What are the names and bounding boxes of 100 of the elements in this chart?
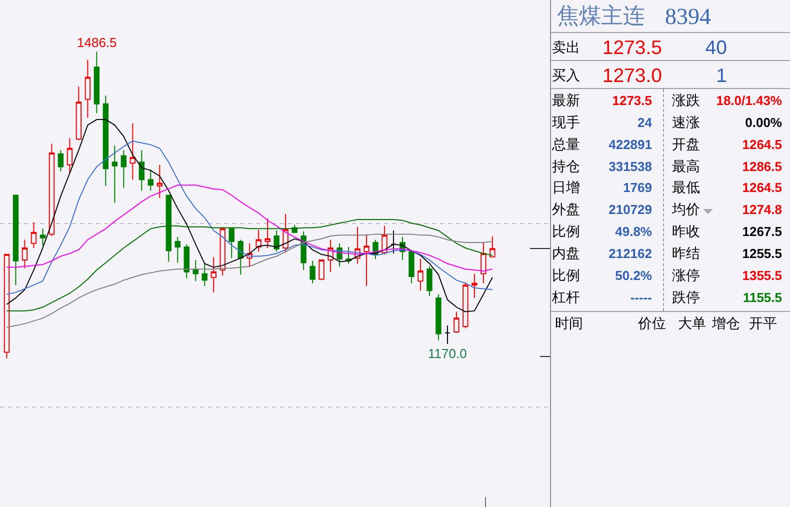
text: 331538: [608, 158, 652, 176]
text: 最新: [552, 92, 580, 110]
candlestick: [454, 311, 460, 334]
text: 50.2%: [615, 266, 652, 285]
text: 开平: [749, 315, 777, 334]
text: 外盘: [552, 201, 580, 220]
text: 0.00%: [745, 114, 782, 132]
candlestick: [22, 239, 28, 269]
text: 价位: [638, 315, 666, 334]
candlestick: [58, 150, 64, 172]
candlestick: [490, 236, 496, 258]
text: 18.0/1.43%: [716, 92, 782, 110]
text: 昨收: [672, 223, 700, 242]
text: 开盘: [672, 136, 700, 154]
text: 1286.5: [742, 158, 782, 176]
text: 1769: [623, 179, 652, 198]
candlestick: [238, 239, 244, 276]
candlestick: [472, 273, 478, 298]
text: 比例: [552, 266, 580, 285]
text: 最高: [672, 158, 700, 176]
text: 大单: [678, 315, 706, 334]
text: 1155.5: [742, 288, 782, 307]
candlestick: [462, 282, 468, 329]
text: 涨跌: [672, 92, 700, 110]
candlestick: [120, 150, 127, 188]
candlestick: [426, 266, 432, 297]
text: 总量: [552, 136, 580, 154]
text: 跌停: [672, 288, 700, 307]
candlestick: [202, 263, 208, 286]
candlestick: [382, 225, 388, 255]
text: 卖出: [552, 38, 580, 58]
text: 时间: [555, 315, 583, 334]
candlestick: [364, 234, 370, 286]
text: 212162: [608, 244, 652, 263]
candlestick: [130, 122, 136, 180]
candlestick: [184, 244, 190, 279]
text: 持仓: [552, 158, 580, 176]
annotation: 1486.5: [77, 35, 117, 50]
annotation: 1170.0: [428, 346, 467, 361]
candlestick: [436, 294, 442, 341]
candlestick: [12, 194, 19, 286]
text: 内盘: [552, 244, 580, 263]
text: 1274.8: [742, 201, 782, 220]
text: -----: [630, 288, 652, 307]
text: 现手: [552, 114, 580, 132]
text: 速涨: [672, 114, 700, 132]
candlestick: [274, 230, 280, 252]
candlestick: [166, 194, 172, 262]
text: 日增: [552, 179, 580, 198]
candlestick: [256, 229, 262, 252]
candlestick: [390, 230, 396, 254]
candlestick: [48, 143, 55, 237]
text: 1273.5: [602, 36, 662, 58]
candlestick: [94, 51, 100, 114]
candlestick: [408, 249, 414, 284]
text: 40: [705, 36, 727, 58]
text: 增仓: [712, 315, 740, 334]
candlestick: [84, 59, 91, 118]
text: 买入: [552, 66, 580, 86]
text: 杠杆: [552, 288, 580, 307]
candlestick: [76, 86, 82, 141]
text: 210729: [608, 201, 652, 220]
candlestick: [112, 145, 118, 204]
text: 1273.5: [612, 92, 652, 110]
candlestick: [210, 256, 216, 293]
text: 均价: [672, 201, 700, 220]
candlestick: [40, 228, 46, 246]
candlestick: [418, 258, 424, 292]
candlestick: [300, 230, 306, 271]
candlestick: [264, 218, 270, 248]
text: 最低: [672, 179, 700, 198]
text: 1264.5: [742, 136, 782, 154]
candlestick: [4, 254, 10, 359]
text: 1255.5: [742, 244, 782, 263]
text: 49.8%: [615, 223, 652, 242]
text: 涨停: [672, 266, 700, 285]
text: 8394: [665, 3, 711, 31]
candlestick: [282, 213, 288, 254]
candlestick: [480, 242, 486, 284]
text: 1264.5: [742, 179, 782, 198]
candlestick: [66, 138, 73, 174]
text: 24: [638, 114, 652, 132]
candlestick: [192, 259, 198, 282]
candlestick: [444, 325, 450, 344]
text: 比例: [552, 223, 580, 242]
text: 1267.5: [742, 223, 782, 242]
candlestick: [102, 95, 109, 187]
candlestick: [148, 169, 154, 192]
text: 1273.0: [602, 64, 662, 86]
text: 焦煤主连: [557, 3, 645, 31]
candlestick: [174, 236, 180, 264]
text: 1355.5: [742, 266, 782, 285]
candlestick: [310, 260, 316, 284]
text: 422891: [608, 136, 652, 154]
candlestick: [228, 228, 234, 259]
text: 1: [716, 64, 727, 86]
candlestick: [30, 222, 37, 248]
text: 昨结: [672, 244, 700, 263]
candlestick: [138, 150, 145, 192]
candlestick: [156, 164, 163, 199]
